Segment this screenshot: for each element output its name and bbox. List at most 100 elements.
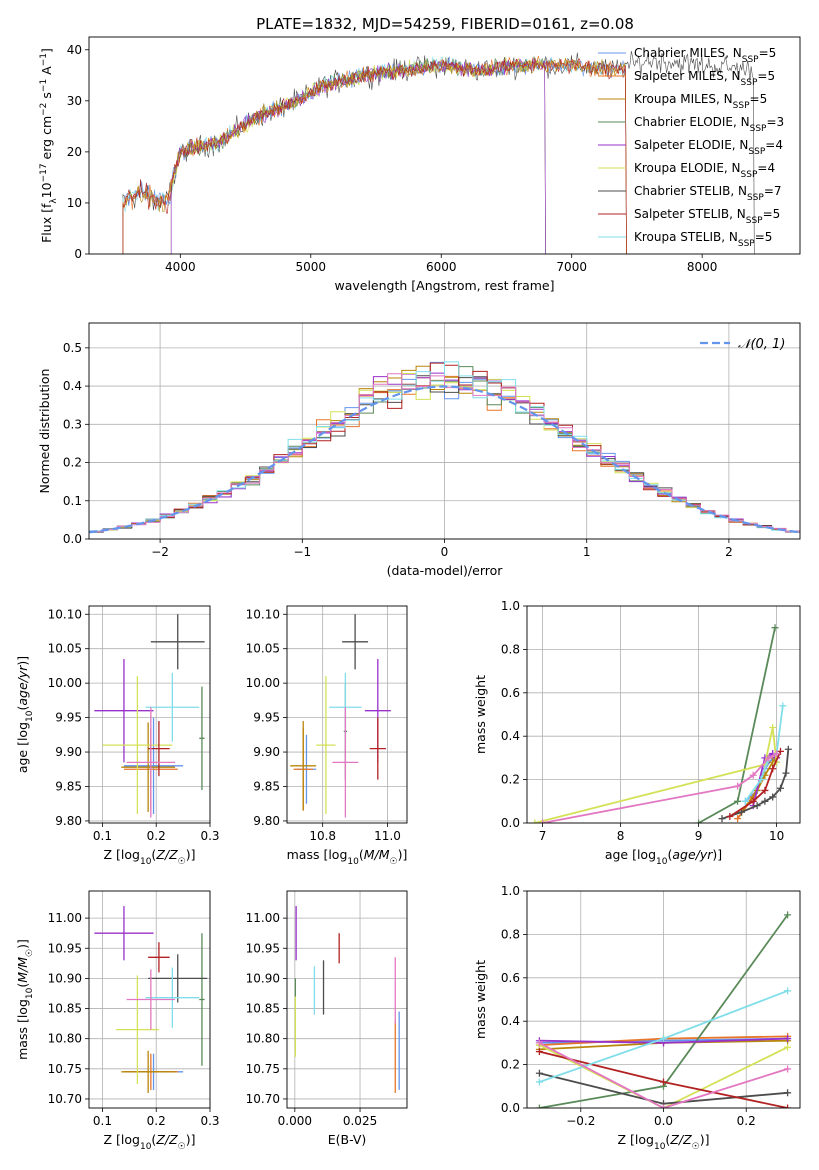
label-part: E(B-V) [328, 1132, 367, 1147]
data-marker [784, 1089, 792, 1097]
x-tick-label: −2 [151, 545, 169, 559]
data-marker [749, 771, 757, 779]
legend-sub: SSP [746, 216, 763, 226]
data-marker [734, 797, 742, 805]
plot-area [94, 614, 205, 818]
data-marker [773, 750, 781, 758]
mass_vs_Z-x-label: Z [log10(Z/Z☉)] [104, 1132, 196, 1152]
data-marker [660, 1035, 667, 1043]
data-marker [777, 747, 784, 755]
label-part: ( [151, 847, 156, 862]
data-marker [771, 624, 779, 632]
data-marker [769, 724, 777, 732]
age-vs-metallicity-panel: 0.1 0.2 0.3 9.80 9.85 9.90 9.95 10.00 10.05 10.10… [15, 605, 220, 867]
data-marker [531, 819, 539, 823]
y-tick-label: 0.4 [63, 379, 82, 393]
x-tick-label: 5000 [296, 260, 327, 274]
y-tick-label: 11.00 [246, 911, 280, 925]
label-part: −17 [39, 163, 49, 182]
label-part: ☉ [390, 857, 398, 867]
label-part: ( [359, 847, 364, 862]
data-marker [765, 754, 773, 762]
data-marker [535, 1104, 543, 1108]
y-tick-label: 10.80 [48, 1032, 82, 1046]
legend-entry: Salpeter STELIB, NSSP=5 [634, 207, 780, 226]
data-marker [757, 776, 765, 784]
y-tick-label: 0.0 [501, 816, 520, 830]
label-part: mass weight [473, 960, 488, 1039]
y-tick-label: 10.70 [246, 1092, 280, 1106]
y-tick-label: 1.0 [501, 884, 520, 898]
label-part: Z/Z [155, 847, 178, 862]
plot-area [535, 911, 792, 1108]
mass_vs_EBV-x-label: E(B-V) [328, 1132, 367, 1147]
y-tick-label: 10.00 [48, 676, 82, 690]
label-part: 10 [25, 710, 35, 722]
x-tick-label: 0.2 [147, 1114, 166, 1128]
x-tick-label: 0.1 [93, 1114, 112, 1128]
spectrum-series [122, 56, 627, 254]
mass-weight-series [538, 1042, 788, 1108]
label-part: Normed distribution [37, 369, 52, 494]
label-part: )] [398, 847, 408, 862]
data-marker [753, 802, 761, 810]
spectrum-series [122, 55, 627, 254]
x-tick-label: 7000 [556, 260, 587, 274]
data-marker [761, 786, 769, 794]
label-part: ( [15, 983, 30, 988]
legend-entry: Chabrier MILES, NSSP=5 [634, 46, 776, 65]
legend-entry: Chabrier ELODIE, NSSP=3 [634, 115, 784, 134]
label-part: age/yr [672, 847, 713, 862]
x-tick-label: 10.8 [309, 829, 336, 843]
x-tick-label: −0.2 [566, 1114, 595, 1128]
label-part: (data-model)/error [387, 563, 504, 578]
legend-sub: SSP [750, 124, 767, 134]
legend-nssp: =3 [766, 115, 784, 129]
data-marker [749, 797, 757, 805]
label-part: erg cm [39, 116, 54, 164]
spectrum-series [170, 57, 546, 254]
axes-frame [88, 322, 801, 540]
legend-entry: Kroupa MILES, NSSP=5 [634, 92, 767, 111]
data-marker [784, 1043, 792, 1051]
label-part: 10 [39, 182, 54, 198]
label-part: Z [log [104, 847, 140, 862]
label-part: −1 [39, 79, 49, 92]
x-tick-label: −1 [293, 545, 311, 559]
label-part: M/M [15, 957, 30, 983]
data-marker [535, 1039, 543, 1047]
data-marker [734, 782, 742, 790]
legend-sub: SSP [733, 101, 750, 111]
label-part: A [39, 66, 54, 79]
x-tick-label: 10 [769, 829, 784, 843]
data-marker [769, 793, 777, 801]
age_vs_Z-y-label: age [log10(age/yr)] [15, 656, 35, 773]
mass-weight-series [534, 727, 778, 823]
plot-area [122, 51, 755, 254]
legend-sub: SSP [741, 78, 758, 88]
y-tick-label: 0.2 [501, 773, 520, 787]
axes-frame [286, 605, 408, 824]
label-part: mass [log [287, 847, 348, 862]
y-tick-label: 1.0 [501, 599, 520, 613]
legend-entry: Salpeter ELODIE, NSSP=4 [634, 138, 783, 157]
y-tick-label: 10.85 [246, 1002, 280, 1016]
mass-vs-extinction-panel: 0.000 0.025 10.70 10.75 10.80 10.85 10.90 10.95… [246, 890, 408, 1147]
label-part: Z [log [618, 1132, 654, 1147]
legend-name: Chabrier STELIB, N [634, 184, 747, 198]
label-part: 10 [25, 987, 35, 999]
data-marker [535, 1048, 543, 1056]
y-tick-label: 10.10 [48, 607, 82, 621]
legend-name: Salpeter STELIB, N [634, 207, 746, 221]
data-marker [784, 1104, 792, 1108]
spectrum-series [122, 56, 627, 254]
y-tick-label: 0.6 [501, 971, 520, 985]
axes-frame [526, 605, 801, 824]
legend-nssp: =7 [764, 184, 782, 198]
plot-area [531, 624, 792, 823]
y-tick-label: 10.95 [48, 941, 82, 955]
mass_vs_Z-y-label: mass [log10(M/M☉)] [15, 939, 35, 1060]
x-tick-label: 0 [441, 545, 449, 559]
legend-name: Salpeter MILES, N [634, 69, 741, 83]
